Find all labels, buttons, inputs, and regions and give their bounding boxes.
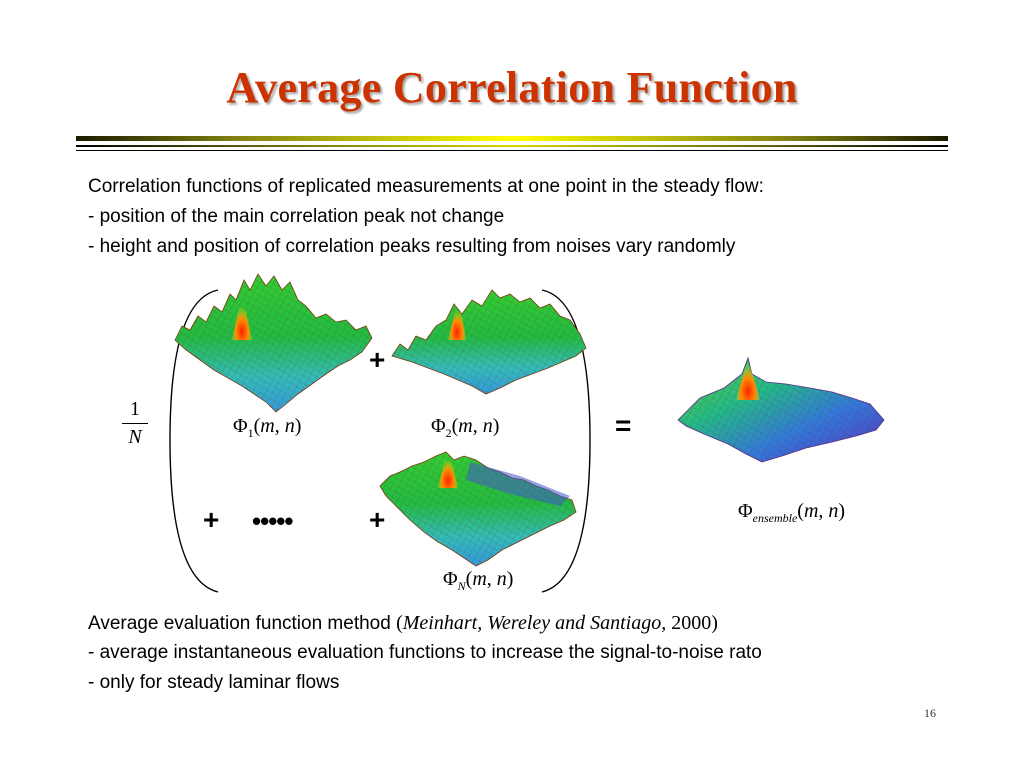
fraction-bar [122,423,148,424]
plus-sign-bottom-right: + [369,504,386,535]
right-bracket [541,289,591,593]
ellipsis-dots: ••••• [252,506,294,536]
phi1-surface-plot [174,273,373,413]
fraction-denominator: N [128,426,142,448]
method-line-1: Average evaluation function method (Mein… [88,612,718,634]
reference-year: 2000) [666,612,718,634]
ensemble-surface-plot [677,356,885,463]
phi2-label: Φ2(m, n) [431,415,500,440]
reference-authors: Meinhart, Wereley and Santiago, [402,612,667,634]
title-underline-thick [76,136,948,141]
phi-ensemble-label: Φensemble(m, n) [738,500,846,525]
phiN-surface-plot [379,451,577,567]
plus-sign-bottom-left: + [203,504,220,535]
intro-line-3: - height and position of correlation pea… [88,236,736,257]
phiN-label: ΦN(m, n) [443,568,514,593]
title-underline-thin [76,150,948,151]
equals-sign: = [615,410,632,441]
slide-title: Average Correlation Function [226,63,798,112]
intro-line-2: - position of the main correlation peak … [88,206,505,227]
left-bracket [169,289,219,593]
plus-sign-top: + [369,344,386,375]
phi2-surface-plot [391,289,587,395]
phi1-label: Φ1(m, n) [233,415,302,440]
title-underline-medium [76,145,948,147]
fraction-one-over-n: 1 N [122,398,148,449]
intro-line-1: Correlation functions of replicated meas… [88,176,764,197]
method-line-2: - average instantaneous evaluation funct… [88,642,762,663]
page-number: 16 [924,706,936,720]
method-line-3: - only for steady laminar flows [88,672,340,693]
fraction-numerator: 1 [130,398,140,420]
